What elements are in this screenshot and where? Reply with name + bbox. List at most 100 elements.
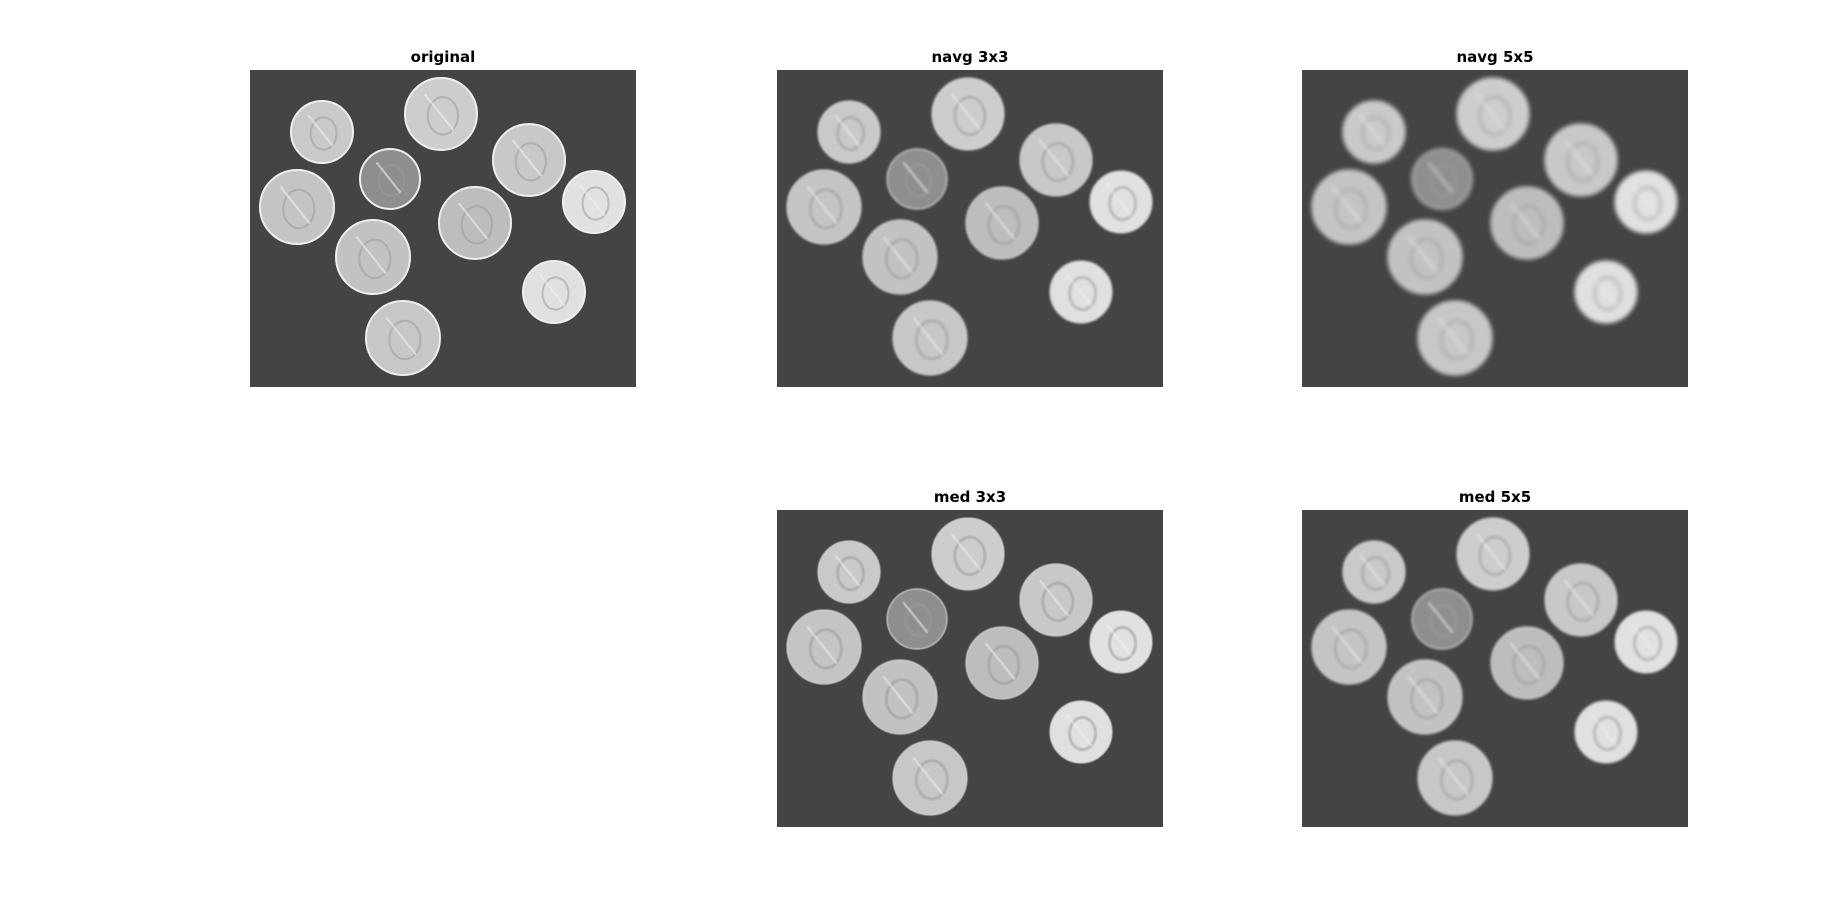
coin-relief	[987, 204, 1021, 246]
coin-relief	[1633, 625, 1663, 662]
coin-relief	[1478, 535, 1512, 577]
coin-shine	[1331, 186, 1363, 225]
coins-image-med-5x5	[1302, 510, 1688, 827]
coin-shine	[539, 274, 566, 307]
coin-shine	[1359, 554, 1386, 587]
coin-relief	[884, 238, 919, 280]
coin-shine	[1437, 317, 1469, 356]
coin-shine	[1591, 714, 1618, 747]
coin-relief	[1593, 275, 1623, 312]
coin-relief	[282, 188, 316, 230]
coin-relief	[1566, 581, 1600, 623]
coins-group	[259, 77, 626, 376]
coin-shine	[806, 626, 838, 665]
coin-shine	[985, 202, 1016, 240]
coin-relief	[460, 205, 493, 245]
coin-shine	[375, 161, 402, 194]
coin-shine	[1106, 624, 1133, 657]
coin-shine	[355, 236, 387, 275]
coin-shine	[834, 114, 861, 147]
coin-relief	[1429, 603, 1458, 638]
coin-relief	[1108, 185, 1138, 222]
coin-shine	[1039, 139, 1070, 177]
coin-shine	[834, 554, 861, 587]
coin-shine	[951, 93, 982, 131]
coin-relief	[1108, 625, 1138, 662]
coin-shine	[385, 317, 417, 356]
coin-relief	[1068, 275, 1098, 312]
coin-shine	[1407, 236, 1439, 275]
coin-relief	[987, 644, 1021, 686]
coin-shine	[1510, 202, 1541, 240]
coin-shine	[1359, 114, 1386, 147]
coins-image-med-3x3	[777, 510, 1163, 827]
coin-relief	[808, 188, 843, 230]
coin-shine	[1591, 274, 1618, 307]
coins-group	[1311, 77, 1678, 376]
panel-title-navg-3x3: navg 3x3	[931, 48, 1009, 66]
coin-relief	[541, 276, 570, 311]
coin-shine	[1564, 579, 1595, 617]
coin-relief	[1409, 238, 1444, 280]
coin-relief	[1512, 204, 1546, 246]
coin-relief	[904, 163, 933, 198]
coin-shine	[579, 184, 606, 217]
coin-relief	[1439, 319, 1474, 361]
coin-relief	[1041, 141, 1075, 183]
panel-title-med-3x3: med 3x3	[933, 488, 1007, 506]
coin-relief	[808, 628, 843, 670]
panel-title-med-5x5: med 5x5	[1458, 488, 1532, 506]
coin-relief	[1068, 715, 1098, 752]
coin-shine	[1427, 601, 1454, 634]
panel-title-navg-5x5: navg 5x5	[1456, 48, 1534, 66]
coin-relief	[1409, 678, 1444, 720]
coin-shine	[912, 317, 944, 356]
coin-relief	[914, 759, 949, 801]
coin-relief	[358, 238, 392, 280]
coin-shine	[307, 114, 334, 147]
coin-shine	[882, 676, 914, 715]
coin-relief	[1439, 759, 1474, 801]
coin-shine	[1039, 579, 1070, 617]
coin-relief	[904, 603, 933, 638]
coin-shine	[1437, 757, 1469, 796]
coin-relief	[1333, 188, 1368, 230]
coin-relief	[953, 535, 987, 577]
panel-title-original: original	[410, 48, 476, 66]
coin-relief	[836, 555, 866, 592]
coin-shine	[1476, 533, 1507, 571]
coin-relief	[1478, 95, 1512, 137]
coin-relief	[514, 142, 547, 182]
coin-relief	[836, 115, 866, 152]
coin-shine	[951, 533, 982, 571]
coin-relief	[953, 95, 987, 137]
coin-relief	[581, 186, 610, 221]
coin-shine	[1106, 184, 1133, 217]
coin-relief	[388, 319, 422, 361]
coin-shine	[1066, 274, 1093, 307]
coin-relief	[1566, 141, 1600, 183]
coin-shine	[1427, 161, 1454, 194]
coin-shine	[912, 757, 944, 796]
coin-relief	[1333, 628, 1368, 670]
coin-shine	[1564, 139, 1595, 177]
coins-group	[786, 77, 1153, 376]
coins-group	[1311, 517, 1678, 816]
coin-shine	[1631, 624, 1658, 657]
coin-relief	[1512, 644, 1546, 686]
coin-relief	[884, 678, 919, 720]
coins-image-navg-3x3	[777, 70, 1163, 387]
coin-shine	[1510, 642, 1541, 680]
coin-shine	[279, 186, 311, 225]
coin-shine	[1476, 93, 1507, 131]
coin-shine	[512, 139, 543, 177]
coin-shine	[882, 236, 914, 275]
coin-shine	[902, 161, 929, 194]
coin-relief	[426, 96, 459, 136]
coin-relief	[1041, 581, 1075, 623]
coin-shine	[1066, 714, 1093, 747]
coins-image-original	[250, 70, 636, 387]
coin-relief	[1593, 715, 1623, 752]
coins-image-navg-5x5	[1302, 70, 1688, 387]
coin-relief	[309, 116, 338, 151]
